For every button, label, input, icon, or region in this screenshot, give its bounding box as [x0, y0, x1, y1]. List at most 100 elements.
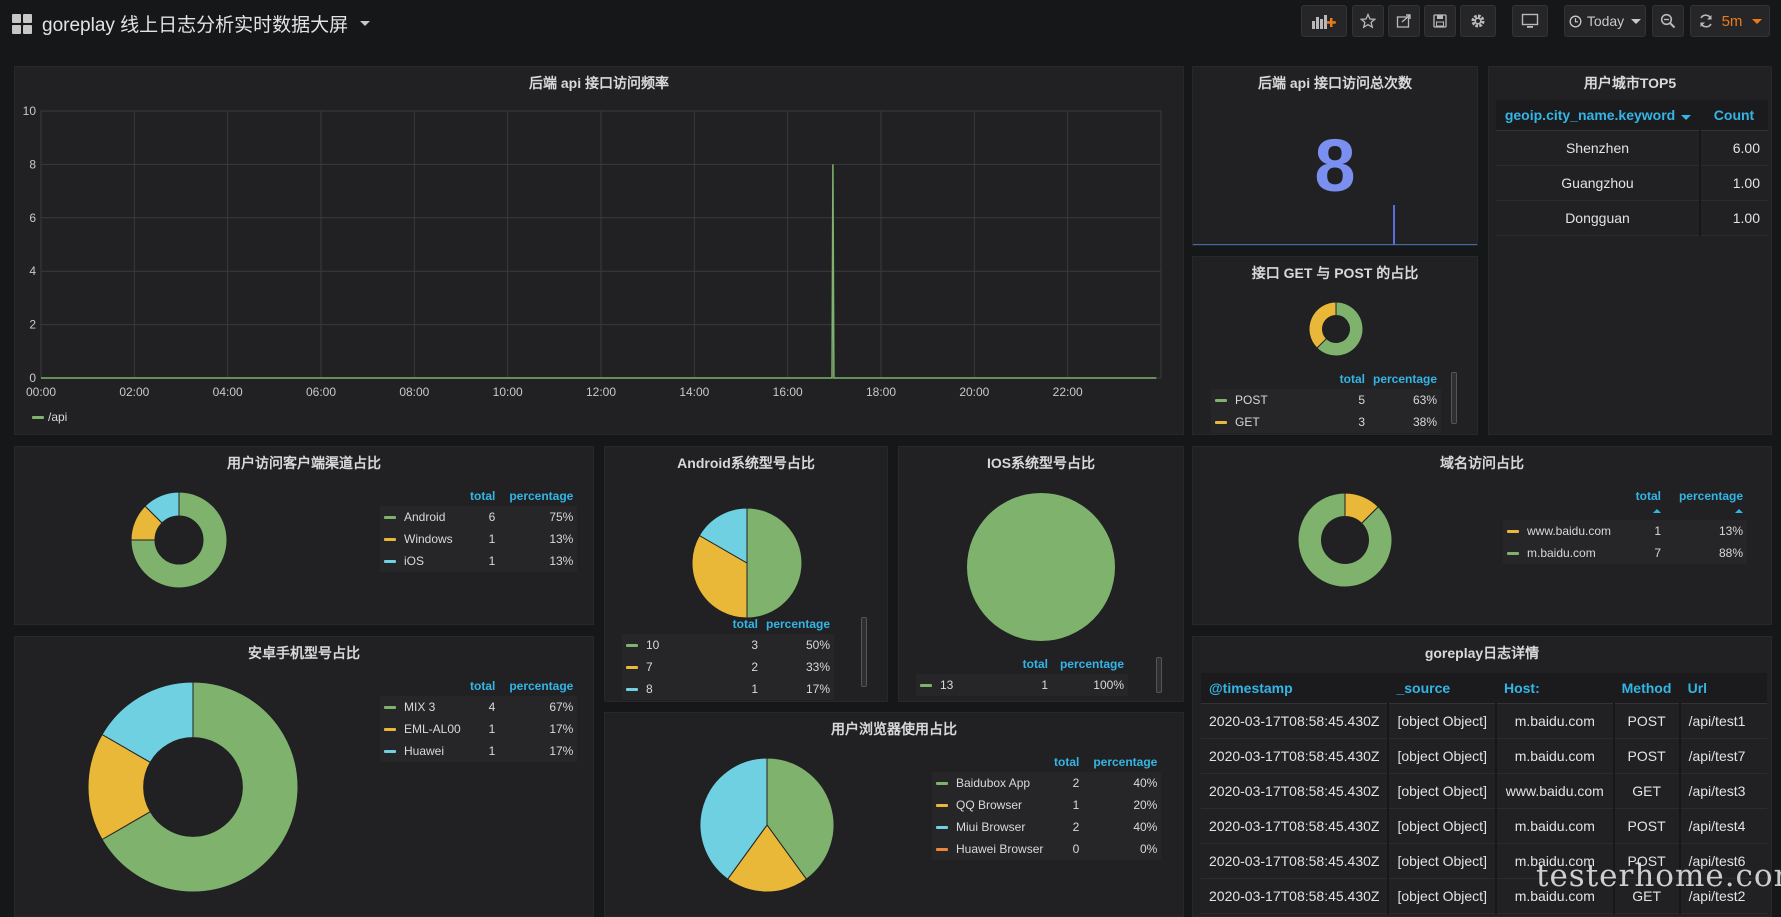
legend-header-total[interactable]: total	[732, 617, 758, 631]
slice-qq-browser[interactable]	[726, 824, 808, 893]
legend-row[interactable]: iOS 1 13%	[380, 550, 578, 572]
slice-7[interactable]	[691, 534, 748, 619]
legend-row[interactable]: GET 3 38%	[1211, 411, 1442, 433]
slice-ios[interactable]	[144, 491, 180, 524]
legend-total: 1	[1041, 678, 1048, 692]
legend-total: 2	[751, 660, 758, 674]
time-range-picker[interactable]: Today	[1564, 5, 1646, 37]
legend-percentage: 63%	[1413, 393, 1438, 407]
slice-android[interactable]	[130, 491, 228, 589]
legend-row[interactable]: QQ Browser 1 20%	[932, 794, 1162, 816]
panel-title[interactable]: 安卓手机型号占比	[248, 645, 360, 661]
legend-header-percentage[interactable]: percentage	[766, 617, 831, 631]
star-button[interactable]	[1352, 5, 1384, 37]
legend-row[interactable]: 8 1 17%	[622, 678, 835, 700]
x-tick-label: 04:00	[213, 385, 243, 399]
time-range-label: Today	[1586, 13, 1625, 29]
table-row: 2020-03-17T08:58:45.430Z [object Object] m…	[1201, 843, 1767, 879]
legend-row[interactable]: 13 1 100%	[916, 674, 1128, 696]
panel-title[interactable]: 接口 GET 与 POST 的占比	[1251, 265, 1419, 281]
slice-mix-3[interactable]	[101, 681, 299, 893]
slice-10[interactable]	[746, 507, 803, 619]
refresh-button[interactable]: 5m	[1690, 5, 1770, 37]
share-button[interactable]	[1388, 5, 1420, 37]
logs-column-header[interactable]: Method	[1613, 673, 1680, 704]
legend-row[interactable]: Baidubox App 2 40%	[932, 772, 1162, 794]
legend-row[interactable]: Huawei Browser 0 0%	[932, 838, 1162, 860]
legend-label: www.baidu.com	[1527, 524, 1612, 538]
legend-scrollbar[interactable]	[1156, 657, 1162, 693]
legend-header-percentage[interactable]: percentage	[1093, 755, 1158, 769]
x-tick-label: 00:00	[26, 385, 56, 399]
panel-title[interactable]: goreplay日志详情	[1424, 645, 1540, 661]
zoom-out-button[interactable]	[1652, 5, 1684, 37]
legend-swatch	[32, 415, 44, 419]
count-column-header[interactable]: Count	[1700, 100, 1768, 131]
legend-header-percentage[interactable]: percentage	[1665, 489, 1747, 520]
legend-item-api[interactable]: /api	[32, 410, 67, 424]
logs-cell: /api/test6	[1679, 843, 1767, 879]
legend-swatch	[384, 516, 396, 520]
legend-header-percentage[interactable]: percentage	[509, 489, 574, 503]
panel-title[interactable]: 域名访问占比	[1440, 455, 1524, 471]
panel-title[interactable]: Android系统型号占比	[677, 455, 815, 471]
add-panel-button[interactable]	[1301, 5, 1347, 37]
legend-header-total[interactable]: total	[1054, 755, 1080, 769]
slice-m-baidu-com[interactable]	[1297, 492, 1393, 588]
settings-button[interactable]	[1460, 5, 1496, 37]
panel-title[interactable]: IOS系统型号占比	[986, 455, 1096, 471]
legend-header-total[interactable]: total	[1631, 489, 1665, 520]
legend-row[interactable]: Windows 1 13%	[380, 528, 578, 550]
slice-8[interactable]	[698, 507, 748, 564]
legend-row[interactable]: EML-AL00 1 17%	[380, 718, 578, 740]
legend-row[interactable]: 7 2 33%	[622, 656, 835, 678]
slice-miui-browser[interactable]	[699, 757, 768, 880]
legend-header-total[interactable]: total	[470, 679, 496, 693]
legend-scrollbar[interactable]	[1451, 372, 1457, 424]
slice-baidubox-app[interactable]	[766, 757, 835, 880]
legend-row[interactable]: Miui Browser 2 40%	[932, 816, 1162, 838]
legend-scrollbar[interactable]	[861, 617, 867, 687]
legend-header-percentage[interactable]: percentage	[1373, 372, 1438, 386]
slice-huawei[interactable]	[101, 681, 194, 764]
legend-row[interactable]: m.baidu.com 7 88%	[1503, 542, 1747, 564]
panel-title[interactable]: 用户访问客户端渠道占比	[227, 455, 381, 471]
table-row: Shenzhen 6.00	[1496, 130, 1768, 166]
logs-column-header[interactable]: _source	[1388, 673, 1496, 704]
save-button[interactable]	[1424, 5, 1456, 37]
panel-title[interactable]: 后端 api 接口访问总次数	[1257, 75, 1412, 91]
logs-table: @timestamp _source Host: Method Url 2020-03-…	[1201, 673, 1767, 914]
dashboard-title-dropdown[interactable]: goreplay 线上日志分析实时数据大屏	[12, 10, 371, 37]
legend-label: POST	[1235, 393, 1268, 407]
city-cell: Dongguan	[1496, 200, 1701, 236]
city-column-header[interactable]: geoip.city_name.keyword	[1496, 100, 1700, 131]
legend-row[interactable]: POST 5 63%	[1211, 389, 1442, 411]
legend-swatch	[1215, 399, 1227, 403]
x-tick-label: 22:00	[1053, 385, 1083, 399]
slice-post[interactable]	[1316, 301, 1364, 357]
view-mode-button[interactable]	[1512, 5, 1548, 37]
legend-header-percentage[interactable]: percentage	[509, 679, 574, 693]
gridlines	[40, 110, 1162, 379]
legend-row[interactable]: 10 3 50%	[622, 634, 835, 656]
panel-title[interactable]: 用户城市TOP5	[1583, 75, 1677, 91]
panel-title[interactable]: 后端 api 接口访问频率	[528, 75, 669, 91]
legend-swatch	[936, 826, 948, 830]
legend-row[interactable]: www.baidu.com 1 13%	[1503, 520, 1747, 542]
logs-column-header[interactable]: Host:	[1495, 673, 1614, 704]
legend-label: Huawei Browser	[956, 842, 1044, 856]
legend-row[interactable]: MIX 3 4 67%	[380, 696, 578, 718]
legend-header-total[interactable]: total	[1339, 372, 1365, 386]
logs-column-header[interactable]: Url	[1679, 673, 1767, 704]
legend-row[interactable]: Android 6 75%	[380, 506, 578, 528]
legend-header-total[interactable]: total	[470, 489, 496, 503]
legend-header-percentage[interactable]: percentage	[1059, 657, 1124, 671]
panel-title[interactable]: 用户浏览器使用占比	[831, 721, 957, 737]
legend-header-total[interactable]: total	[1022, 657, 1048, 671]
slice-13[interactable]	[967, 493, 1115, 641]
legend-row[interactable]: Huawei 1 17%	[380, 740, 578, 762]
slice-get[interactable]	[1308, 301, 1337, 349]
logs-column-header[interactable]: @timestamp	[1201, 673, 1389, 704]
table-row: 2020-03-17T08:58:45.430Z [object Object] w…	[1201, 773, 1767, 809]
logs-cell: 2020-03-17T08:58:45.430Z	[1201, 843, 1390, 879]
